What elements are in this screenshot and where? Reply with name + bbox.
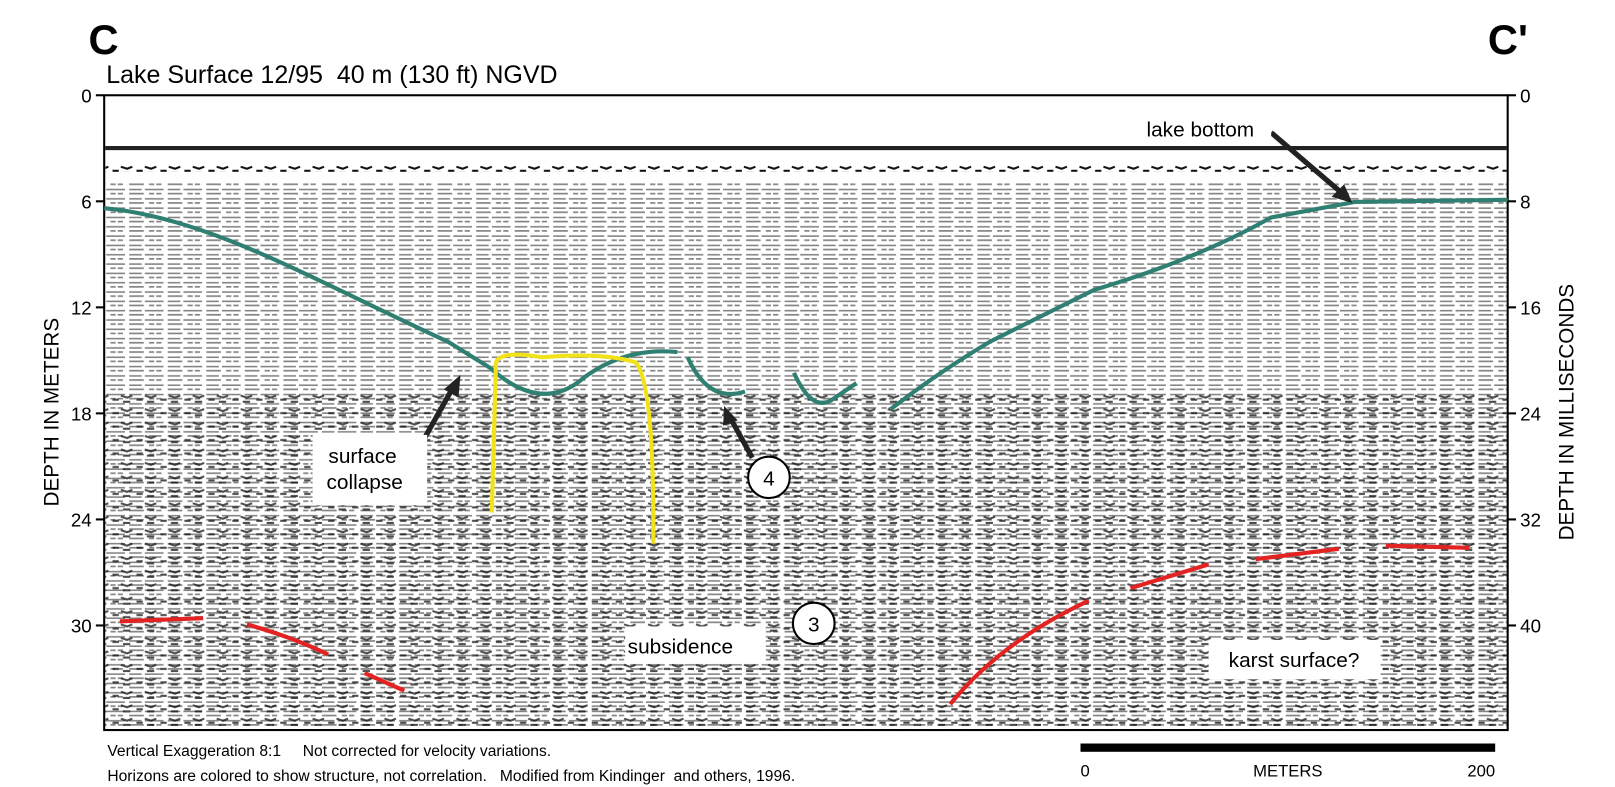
right-axis-label: DEPTH IN MILLISECONDS <box>1555 284 1578 541</box>
scale-bar <box>1080 744 1495 752</box>
title: Lake Surface 12/95 40 m (130 ft) NGVD <box>106 61 557 89</box>
tick-label: 0 <box>81 86 91 107</box>
reflector-band <box>105 164 1506 172</box>
annotation: karst surface? <box>1229 649 1360 672</box>
scale-tick-label: 200 <box>1467 762 1495 781</box>
tick-label: 40 <box>1520 616 1541 637</box>
reflector-band <box>105 146 1506 150</box>
annotation: collapse <box>326 471 402 494</box>
section-end: C' <box>1488 16 1528 63</box>
tick-label: 24 <box>1520 404 1541 425</box>
tick-label: 0 <box>1520 86 1530 107</box>
tick-label: 6 <box>81 192 91 213</box>
left-axis-label: DEPTH IN METERS <box>40 318 63 507</box>
tick-label: 32 <box>1520 510 1541 531</box>
footnote: Horizons are colored to show structure, … <box>107 768 795 785</box>
tick-label: 30 <box>71 616 92 637</box>
annotation: surface <box>328 445 396 468</box>
tick-label: 24 <box>71 510 92 531</box>
footnote: Vertical Exaggeration 8:1 Not corrected … <box>107 743 551 760</box>
marker-number: 4 <box>763 468 775 491</box>
scale-tick-label: 0 <box>1080 762 1089 781</box>
annotation: lake bottom <box>1146 119 1254 142</box>
tick-label: 8 <box>1520 192 1530 213</box>
section-start: C <box>89 16 119 63</box>
marker-number: 3 <box>808 614 820 637</box>
figure: C C' Lake Surface 12/95 40 m (130 ft) NG… <box>0 0 1615 787</box>
annotation: subsidence <box>628 635 733 658</box>
page: C C' Lake Surface 12/95 40 m (130 ft) NG… <box>0 0 1615 787</box>
tick-label: 12 <box>71 298 92 319</box>
tick-label: 18 <box>71 404 92 425</box>
scale-label: METERS <box>1253 762 1322 781</box>
tick-label: 16 <box>1520 298 1541 319</box>
